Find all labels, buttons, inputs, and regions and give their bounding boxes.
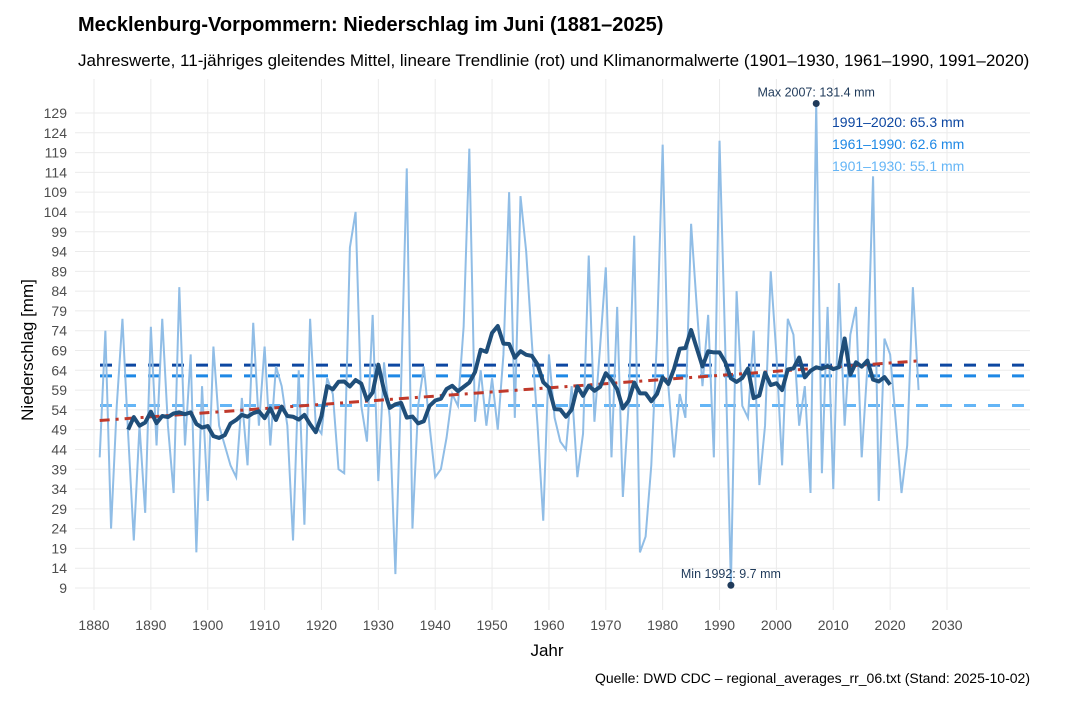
- y-tick-label: 94: [51, 244, 67, 260]
- y-tick-label: 104: [44, 204, 68, 220]
- extreme-label: Min 1992: 9.7 mm: [681, 567, 781, 581]
- y-tick-label: 9: [59, 580, 67, 596]
- x-tick-label: 2030: [931, 617, 962, 633]
- x-tick-label: 1890: [135, 617, 166, 633]
- chart-title: Mecklenburg-Vorpommern: Niederschlag im …: [78, 14, 663, 36]
- caption: Quelle: DWD CDC – regional_averages_rr_0…: [595, 670, 1030, 686]
- x-tick-label: 2020: [875, 617, 906, 633]
- normal-labels: 1991–2020: 65.3 mm 1961–1990: 62.6 mm 1901…: [832, 114, 964, 174]
- x-tick-label: 1900: [192, 617, 223, 633]
- y-tick-label: 109: [44, 184, 68, 200]
- y-tick-label: 69: [51, 343, 67, 359]
- y-tick-label: 119: [45, 145, 68, 161]
- normal-label: 1961–1990: 62.6 mm: [832, 136, 964, 152]
- grid: [75, 79, 1030, 610]
- x-tick-label: 1920: [306, 617, 337, 633]
- y-tick-label: 114: [45, 164, 68, 180]
- chart-subtitle: Jahreswerte, 11-jähriges gleitendes Mitt…: [78, 51, 1029, 70]
- x-tick-label: 1930: [363, 617, 394, 633]
- x-axis-label: Jahr: [530, 641, 563, 660]
- x-tick-label: 1990: [704, 617, 735, 633]
- series: [98, 103, 920, 586]
- y-tick-label: 89: [51, 263, 67, 279]
- y-tick-label: 64: [51, 362, 67, 378]
- x-tick-label: 1940: [420, 617, 451, 633]
- y-tick-label: 34: [51, 481, 67, 497]
- y-tick-label: 24: [51, 521, 67, 537]
- y-tick-label: 14: [51, 560, 67, 576]
- y-tick-label: 39: [51, 461, 67, 477]
- y-tick-label: 129: [44, 105, 68, 121]
- y-tick-label: 84: [51, 283, 67, 299]
- extreme-point: [727, 581, 735, 589]
- x-tick-label: 1950: [476, 617, 507, 633]
- x-tick-label: 1960: [533, 617, 564, 633]
- y-tick-label: 49: [51, 422, 67, 438]
- y-tick-label: 19: [51, 540, 67, 556]
- y-tick-label: 74: [51, 323, 67, 339]
- x-tick-label: 2000: [761, 617, 792, 633]
- x-tick-label: 1970: [590, 617, 621, 633]
- y-tick-label: 59: [51, 382, 67, 398]
- extreme-point: [812, 100, 820, 107]
- moving-average-line: [126, 324, 892, 440]
- y-tick-label: 124: [44, 125, 68, 141]
- y-tick-label: 54: [51, 402, 67, 418]
- x-tick-label: 1910: [249, 617, 280, 633]
- trend-line: [99, 359, 919, 423]
- annotations: Max 2007: 131.4 mm Min 1992: 9.7 mm: [681, 86, 875, 589]
- y-tick-label: 29: [51, 501, 67, 517]
- extreme-label: Max 2007: 131.4 mm: [757, 86, 874, 100]
- annual-values-line: [98, 103, 920, 586]
- y-axis-ticks: 9 14 19 24 29 34 39 44 49 54 59 64 69 74 79 84 89 94 99 104…: [44, 105, 68, 596]
- x-tick-label: 2010: [818, 617, 849, 633]
- x-tick-label: 1880: [78, 617, 109, 633]
- x-tick-label: 1980: [647, 617, 678, 633]
- normal-label: 1901–1930: 55.1 mm: [832, 158, 964, 174]
- y-tick-label: 44: [51, 441, 67, 457]
- normal-label: 1991–2020: 65.3 mm: [832, 114, 964, 130]
- y-tick-label: 99: [51, 224, 67, 240]
- x-axis-ticks: 1880 1890 1900 1910 1920 1930 1940 1950 1960 1970…: [78, 617, 962, 633]
- y-axis-label: Niederschlag [mm]: [18, 279, 37, 421]
- y-tick-label: 79: [51, 303, 67, 319]
